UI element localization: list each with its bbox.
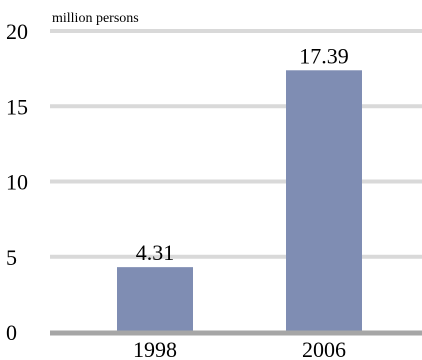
gridlines — [50, 29, 422, 259]
x-category-label-1998: 1998 — [133, 337, 177, 360]
y-tick-label: 20 — [6, 19, 28, 44]
bar-2006 — [286, 70, 362, 332]
bar-1998 — [117, 267, 193, 332]
data-labels: 4.31 17.39 — [136, 43, 349, 265]
y-tick-label: 10 — [6, 170, 28, 195]
bars — [117, 70, 362, 332]
unit-label: million persons — [52, 11, 139, 26]
x-axis-categories: 1998 2006 — [133, 337, 346, 360]
x-category-label-2006: 2006 — [302, 337, 346, 360]
y-tick-label: 0 — [6, 320, 17, 345]
y-tick-label: 15 — [6, 94, 28, 119]
data-label-1998: 4.31 — [136, 240, 175, 265]
data-label-2006: 17.39 — [299, 43, 349, 68]
y-axis-ticks: 0 5 10 15 20 — [6, 19, 28, 345]
y-tick-label: 5 — [6, 245, 17, 270]
